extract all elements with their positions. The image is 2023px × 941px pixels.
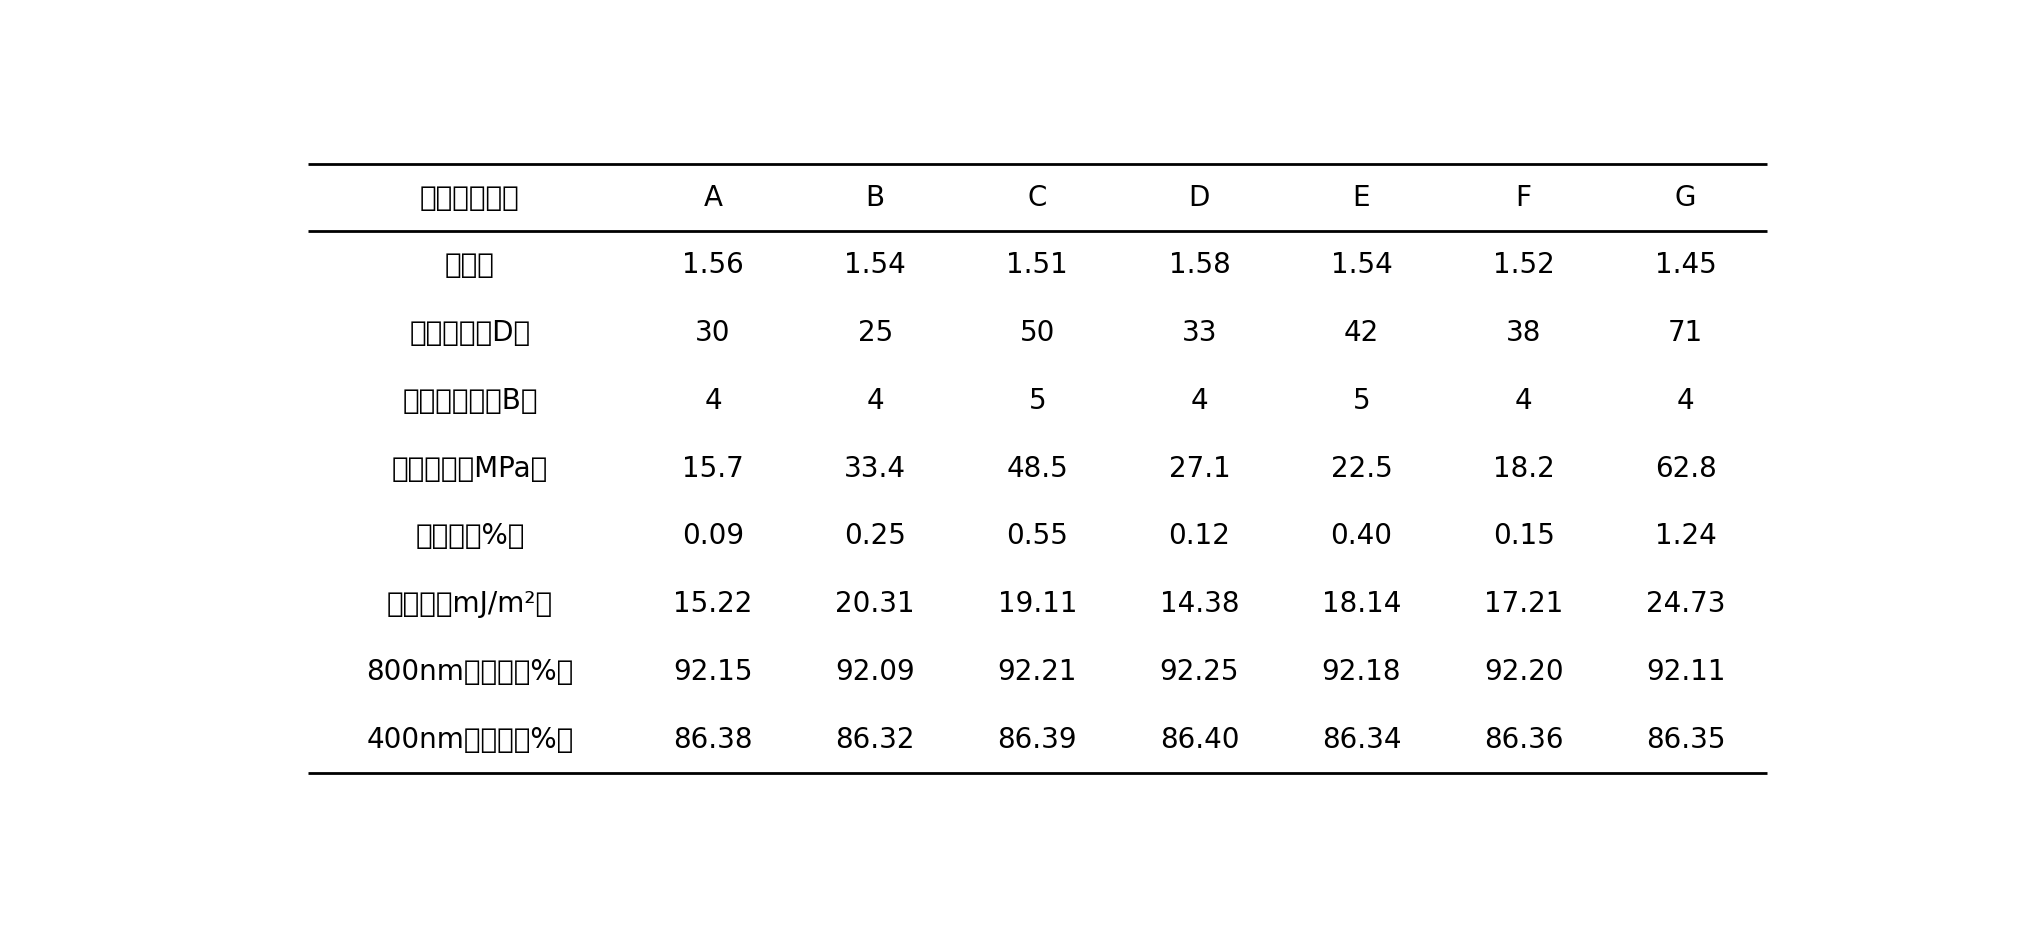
- Text: 4: 4: [866, 387, 884, 415]
- Text: 30: 30: [696, 319, 730, 347]
- Text: 1.58: 1.58: [1167, 251, 1230, 279]
- Text: 4: 4: [704, 387, 722, 415]
- Text: 5: 5: [1028, 387, 1046, 415]
- Text: 71: 71: [1667, 319, 1703, 347]
- Text: 86.32: 86.32: [835, 726, 914, 754]
- Text: 18.14: 18.14: [1321, 590, 1400, 618]
- Text: 62.8: 62.8: [1655, 455, 1716, 483]
- Text: 14.38: 14.38: [1159, 590, 1238, 618]
- Text: 1.45: 1.45: [1655, 251, 1716, 279]
- Text: 33.4: 33.4: [844, 455, 906, 483]
- Text: D: D: [1188, 183, 1210, 212]
- Text: 86.40: 86.40: [1159, 726, 1238, 754]
- Text: E: E: [1351, 183, 1370, 212]
- Text: 86.35: 86.35: [1645, 726, 1724, 754]
- Text: 86.39: 86.39: [997, 726, 1076, 754]
- Text: 86.36: 86.36: [1483, 726, 1562, 754]
- Text: 50: 50: [1020, 319, 1054, 347]
- Text: 5: 5: [1351, 387, 1370, 415]
- Text: 86.38: 86.38: [674, 726, 753, 754]
- Text: 4: 4: [1190, 387, 1208, 415]
- Text: 1.54: 1.54: [1329, 251, 1392, 279]
- Text: 0.55: 0.55: [1005, 522, 1068, 550]
- Text: 92.21: 92.21: [997, 658, 1076, 686]
- Text: 400nm透光率（%）: 400nm透光率（%）: [366, 726, 573, 754]
- Text: F: F: [1515, 183, 1531, 212]
- Text: 92.15: 92.15: [674, 658, 753, 686]
- Text: 92.25: 92.25: [1159, 658, 1238, 686]
- Text: 20.31: 20.31: [835, 590, 914, 618]
- Text: 0.25: 0.25: [844, 522, 906, 550]
- Text: 25: 25: [858, 319, 892, 347]
- Text: 92.09: 92.09: [835, 658, 914, 686]
- Text: 15.7: 15.7: [682, 455, 744, 483]
- Text: 24.73: 24.73: [1645, 590, 1724, 618]
- Text: 19.11: 19.11: [997, 590, 1076, 618]
- Text: 0.12: 0.12: [1167, 522, 1230, 550]
- Text: 1.52: 1.52: [1491, 251, 1554, 279]
- Text: 性能（单位）: 性能（单位）: [421, 183, 520, 212]
- Text: 15.22: 15.22: [674, 590, 753, 618]
- Text: 17.21: 17.21: [1483, 590, 1562, 618]
- Text: 0.15: 0.15: [1491, 522, 1554, 550]
- Text: 4: 4: [1513, 387, 1531, 415]
- Text: 折射率: 折射率: [445, 251, 496, 279]
- Text: 拉伸强度（MPa）: 拉伸强度（MPa）: [392, 455, 548, 483]
- Text: 92.20: 92.20: [1483, 658, 1562, 686]
- Text: 38: 38: [1505, 319, 1540, 347]
- Text: 邵氏硬度（D）: 邵氏硬度（D）: [409, 319, 530, 347]
- Text: 1.51: 1.51: [1005, 251, 1068, 279]
- Text: 1.24: 1.24: [1655, 522, 1716, 550]
- Text: 92.11: 92.11: [1645, 658, 1724, 686]
- Text: 33: 33: [1181, 319, 1216, 347]
- Text: 4: 4: [1675, 387, 1693, 415]
- Text: C: C: [1028, 183, 1046, 212]
- Text: 92.18: 92.18: [1321, 658, 1400, 686]
- Text: G: G: [1675, 183, 1695, 212]
- Text: 吸水率（%）: 吸水率（%）: [415, 522, 524, 550]
- Text: B: B: [866, 183, 884, 212]
- Text: 1.56: 1.56: [682, 251, 744, 279]
- Text: 27.1: 27.1: [1167, 455, 1230, 483]
- Text: 42: 42: [1343, 319, 1378, 347]
- Text: 表面能（mJ/m²）: 表面能（mJ/m²）: [386, 590, 552, 618]
- Text: 800nm透光率（%）: 800nm透光率（%）: [366, 658, 573, 686]
- Text: 1.54: 1.54: [844, 251, 906, 279]
- Text: 18.2: 18.2: [1491, 455, 1554, 483]
- Text: 86.34: 86.34: [1321, 726, 1400, 754]
- Text: A: A: [704, 183, 722, 212]
- Text: 22.5: 22.5: [1329, 455, 1392, 483]
- Text: 0.09: 0.09: [682, 522, 744, 550]
- Text: 0.40: 0.40: [1329, 522, 1392, 550]
- Text: 48.5: 48.5: [1005, 455, 1068, 483]
- Text: 表面粘接力（B）: 表面粘接力（B）: [403, 387, 538, 415]
